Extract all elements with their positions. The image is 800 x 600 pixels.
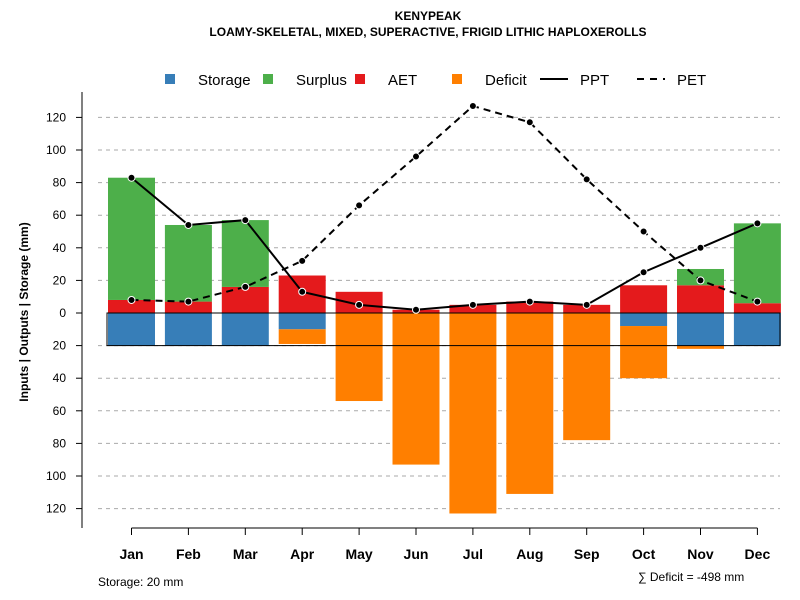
legend-label-aet: AET <box>388 72 417 89</box>
point-pet-apr <box>298 256 307 265</box>
bar-storage-mar <box>221 313 269 346</box>
bar-deficit-aug <box>506 313 554 494</box>
y-tick-label-6: 0 <box>59 306 66 320</box>
bar-storage-oct <box>620 313 668 327</box>
bar-surplus-mar <box>221 220 269 287</box>
point-ppt-dec <box>753 219 762 228</box>
bar-storage-dec <box>733 313 781 346</box>
point-ppt-apr <box>298 287 307 296</box>
y-tick-label-8: 40 <box>53 371 67 385</box>
y-tick-label-1: 100 <box>46 143 66 157</box>
bar-aet-feb <box>164 301 212 313</box>
point-pet-sep <box>582 175 591 184</box>
bar-storage-jan <box>108 313 155 346</box>
point-ppt-may <box>355 300 364 309</box>
y-axis-label: Inputs | Outputs | Storage (mm) <box>17 222 31 401</box>
y-tick-label-11: 100 <box>46 469 66 483</box>
legend-label-ppt: PPT <box>580 72 609 89</box>
bar-storage-apr <box>278 313 326 330</box>
chart-title: KENYPEAK <box>395 9 462 23</box>
point-ppt-nov <box>696 243 705 252</box>
legend-label-pet: PET <box>677 72 706 89</box>
point-ppt-mar <box>241 216 250 225</box>
bar-aet-jul <box>449 304 497 313</box>
bar-aet-nov <box>677 285 724 313</box>
bar-surplus-feb <box>164 224 212 302</box>
bar-aet-sep <box>563 304 611 313</box>
x-tick-label-oct: Oct <box>632 546 656 562</box>
point-pet-jan <box>127 295 136 304</box>
y-tick-label-12: 120 <box>46 502 66 516</box>
x-tick-label-apr: Apr <box>290 546 315 562</box>
line-ppt <box>130 176 758 311</box>
line-pet <box>131 104 758 303</box>
point-pet-may <box>355 201 364 210</box>
bar-aet-oct <box>620 285 668 313</box>
point-ppt-jun <box>412 305 420 314</box>
deficit-note: ∑ Deficit = -498 mm <box>638 570 745 584</box>
legend-label-deficit: Deficit <box>485 72 528 89</box>
legend-label-surplus: Surplus <box>296 72 347 89</box>
y-tick-label-9: 60 <box>53 404 67 418</box>
legend-swatch-aet <box>355 74 365 84</box>
point-pet-nov <box>696 276 705 285</box>
x-tick-label-jul: Jul <box>463 546 483 562</box>
point-ppt-aug <box>525 297 534 306</box>
chart-subtitle: LOAMY-SKELETAL, MIXED, SUPERACTIVE, FRIG… <box>209 25 646 39</box>
point-ppt-oct <box>639 268 648 277</box>
x-tick-label-aug: Aug <box>516 546 543 562</box>
point-ppt-jul <box>468 300 477 309</box>
bar-surplus-jan <box>108 177 155 300</box>
storage-note: Storage: 20 mm <box>98 575 184 589</box>
point-ppt-feb <box>184 220 193 229</box>
x-tick-label-may: May <box>345 546 372 562</box>
legend-label-storage: Storage <box>198 72 251 89</box>
bar-aet-jan <box>108 299 155 313</box>
x-tick-label-dec: Dec <box>745 546 771 562</box>
bar-storage-feb <box>164 313 212 346</box>
bar-storage-nov <box>677 313 724 346</box>
point-pet-jul <box>468 101 477 110</box>
bar-aet-aug <box>506 301 554 313</box>
bar-surplus-dec <box>733 223 781 304</box>
bar-deficit-apr <box>278 329 326 344</box>
x-tick-label-nov: Nov <box>687 546 714 562</box>
bar-deficit-jul <box>449 313 497 514</box>
point-pet-mar <box>241 282 250 291</box>
x-tick-label-sep: Sep <box>574 546 600 562</box>
bar-deficit-oct <box>620 326 668 379</box>
bar-deficit-nov <box>677 345 724 349</box>
point-pet-oct <box>639 227 648 236</box>
point-pet-jun <box>412 152 420 161</box>
point-pet-aug <box>525 118 534 127</box>
x-tick-label-jun: Jun <box>404 546 429 562</box>
series-lines <box>127 101 762 314</box>
y-tick-label-7: 20 <box>53 339 67 353</box>
y-tick-label-4: 40 <box>53 241 67 255</box>
x-tick-label-jan: Jan <box>119 546 143 562</box>
bar-deficit-sep <box>563 313 611 441</box>
y-tick-label-3: 60 <box>53 208 67 222</box>
bar-deficit-may <box>335 313 383 402</box>
chart-legend: Storage Surplus AET Deficit PPT PET <box>165 72 706 89</box>
point-ppt-sep <box>582 300 591 309</box>
legend-swatch-surplus <box>263 74 273 84</box>
point-pet-feb <box>184 297 193 306</box>
y-tick-label-10: 80 <box>53 436 67 450</box>
y-tick-label-2: 80 <box>53 176 67 190</box>
bar-deficit-jun <box>392 313 440 465</box>
y-tick-label-0: 120 <box>46 110 66 124</box>
point-pet-dec <box>753 297 762 306</box>
point-ppt-jan <box>127 173 136 182</box>
bars <box>106 177 781 514</box>
bar-aet-dec <box>733 303 781 313</box>
x-tick-label-feb: Feb <box>176 546 201 562</box>
axes: 120 100 80 60 40 20 0 20 40 60 80 100 120 Jan Feb Mar Ap… <box>46 92 770 562</box>
y-tick-label-5: 20 <box>53 273 67 287</box>
x-tick-label-mar: Mar <box>233 546 258 562</box>
legend-swatch-deficit <box>452 74 462 84</box>
storage-capacity-box <box>106 312 781 347</box>
legend-swatch-storage <box>165 74 175 84</box>
